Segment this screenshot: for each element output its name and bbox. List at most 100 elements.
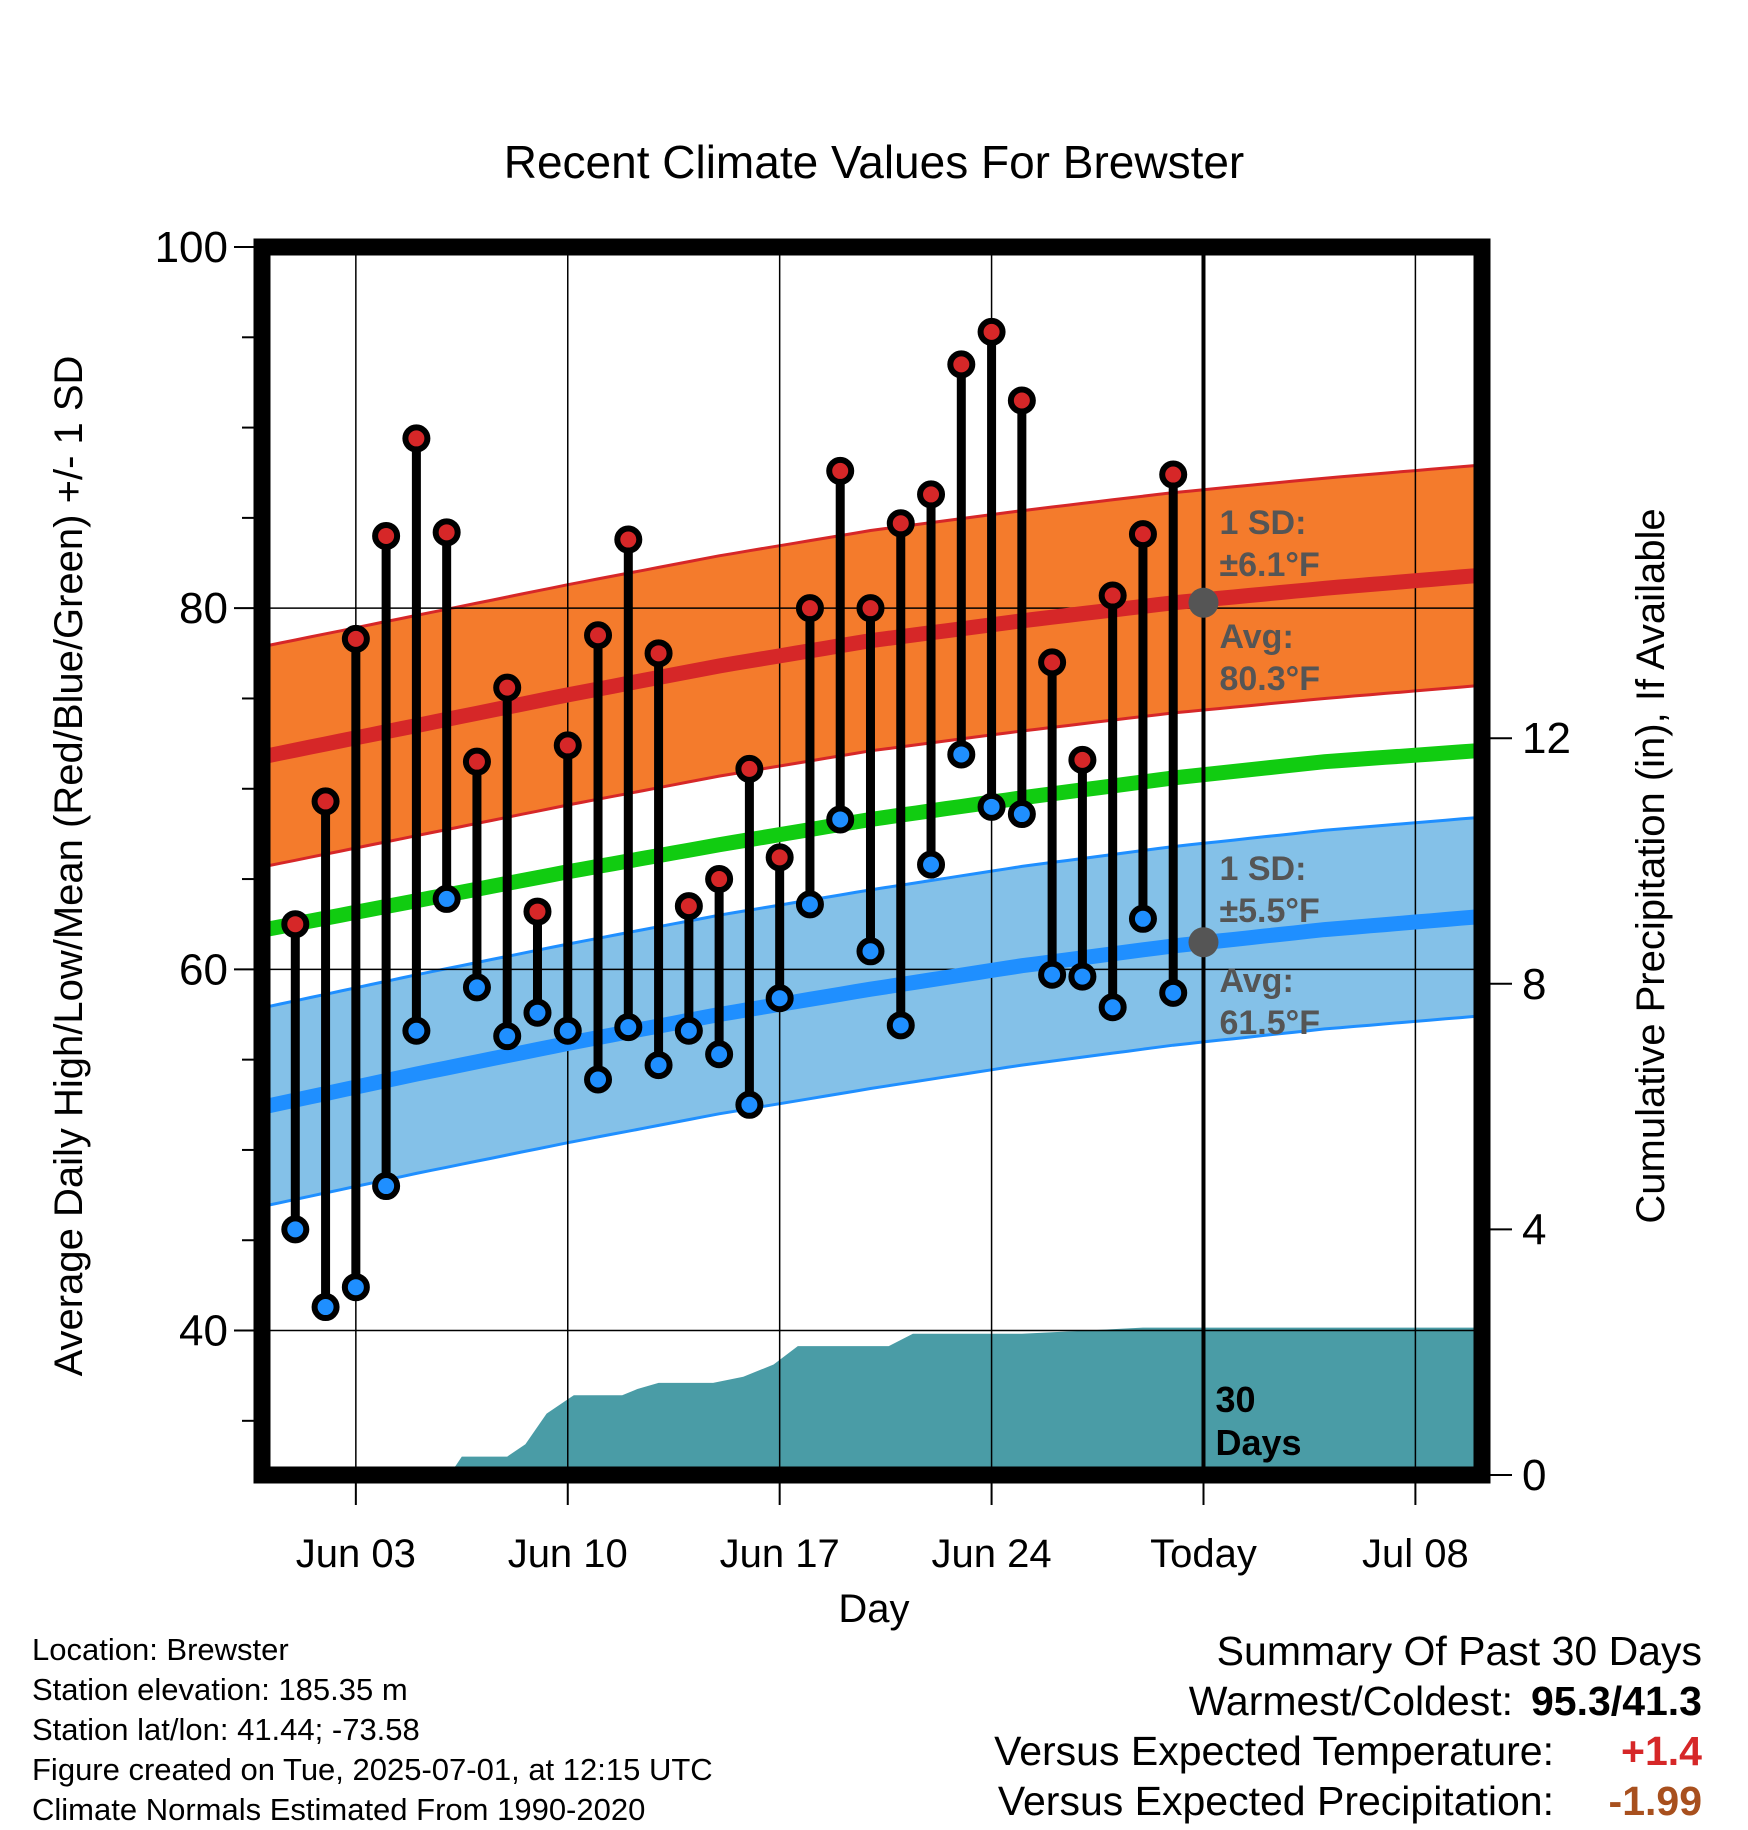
daily-low-point: [826, 805, 855, 834]
daily-high-point: [977, 317, 1006, 346]
summary-title: Summary Of Past 30 Days: [1216, 1628, 1702, 1674]
low-avg-label: Avg:: [1219, 962, 1293, 1000]
summary-warmest-row: Warmest/Coldest: 95.3/41.3: [994, 1676, 1702, 1726]
daily-low-point: [886, 1011, 915, 1040]
daily-high-point: [493, 673, 522, 702]
daily-high-point: [432, 518, 461, 547]
plot-frame: [253, 238, 1491, 1484]
daily-high-point: [795, 594, 824, 623]
low-sd-label: 1 SD:: [1219, 850, 1306, 888]
daily-high-point: [614, 525, 643, 554]
daily-low-point: [432, 884, 461, 913]
low-band-lower-edge: [264, 1014, 1477, 1208]
daily-low-point: [1098, 993, 1127, 1022]
plot-area: 1 SD: ±6.1°F Avg: 80.3°F 1 SD: ±5.5°F Avg: 61.5…: [155, 223, 1571, 1576]
daily-high-point: [584, 621, 613, 650]
days-label-number: 30: [1215, 1379, 1255, 1420]
daily-low-point: [614, 1013, 643, 1042]
y2-axis-label: Cumulative Precipitation (in), If Availa…: [1629, 508, 1673, 1223]
daily-low-point: [674, 1016, 703, 1045]
daily-high-point: [1068, 745, 1097, 774]
high-sd-value: ±6.1°F: [1219, 546, 1319, 584]
today-avg-high-dot: [1188, 587, 1219, 618]
daily-high-point: [1159, 460, 1188, 489]
y2-tick-label: 0: [1522, 1451, 1546, 1500]
daily-low-point: [281, 1215, 310, 1244]
y-tick-label: 80: [179, 584, 228, 633]
y-tick-label: 40: [179, 1307, 228, 1356]
x-tick-label: Jun 03: [296, 1532, 416, 1576]
daily-high-point: [705, 865, 734, 894]
daily-low-point: [977, 792, 1006, 821]
daily-high-point: [281, 910, 310, 939]
daily-high-point: [674, 892, 703, 921]
daily-low-point: [523, 998, 552, 1027]
daily-high-point: [644, 639, 673, 668]
daily-low-point: [856, 937, 885, 966]
y2-tick-label: 4: [1522, 1205, 1546, 1254]
precip-label: Versus Expected Precipitation:: [997, 1778, 1554, 1824]
daily-low-point: [947, 740, 976, 769]
daily-high-point: [1007, 386, 1036, 415]
chart-title: Recent Climate Values For Brewster: [504, 136, 1245, 188]
summary-panel: Summary Of Past 30 Days Warmest/Coldest:…: [994, 1626, 1702, 1826]
y2-tick-label: 8: [1522, 960, 1546, 1009]
avg-low-line: [263, 909, 1477, 1114]
daily-high-point: [372, 521, 401, 550]
x-tick-label: Jun 24: [932, 1532, 1052, 1576]
daily-low-point: [493, 1022, 522, 1051]
warmest-label: Warmest/Coldest:: [1188, 1678, 1513, 1724]
daily-high-point: [917, 480, 946, 509]
x-tick-label: Jul 08: [1362, 1532, 1469, 1576]
location-text: Location: Brewster: [32, 1632, 289, 1667]
daily-low-point: [1068, 962, 1097, 991]
daily-low-point: [917, 850, 946, 879]
x-axis-label: Day: [838, 1587, 909, 1631]
warmest-value: 95.3/41.3: [1531, 1678, 1702, 1724]
daily-high-point: [462, 747, 491, 776]
today-avg-low-dot: [1188, 927, 1219, 958]
high-sd-label: 1 SD:: [1219, 504, 1306, 542]
daily-high-point: [1128, 520, 1157, 549]
daily-low-point: [735, 1090, 764, 1119]
y2-tick-label: 12: [1522, 714, 1571, 763]
elevation-text: Station elevation: 185.35 m: [32, 1672, 408, 1707]
daily-high-point: [553, 731, 582, 760]
daily-high-point: [826, 456, 855, 485]
y-tick-label: 60: [179, 945, 228, 994]
created-text: Figure created on Tue, 2025-07-01, at 12…: [32, 1752, 713, 1787]
daily-low-point: [341, 1273, 370, 1302]
daily-low-point: [1038, 960, 1067, 989]
high-avg-label: Avg:: [1219, 618, 1293, 656]
temp-label: Versus Expected Temperature:: [994, 1728, 1554, 1774]
daily-high-point: [947, 350, 976, 379]
daily-high-point: [1038, 648, 1067, 677]
daily-low-point: [553, 1016, 582, 1045]
daily-high-point: [886, 509, 915, 538]
daily-low-point: [1007, 800, 1036, 829]
daily-low-point: [705, 1040, 734, 1069]
high-band-upper-edge: [264, 464, 1477, 648]
daily-high-point: [856, 594, 885, 623]
daily-low-point: [765, 984, 794, 1013]
daily-high-point: [311, 787, 340, 816]
daily-high-point: [523, 897, 552, 926]
x-tick-label: Jun 17: [720, 1532, 840, 1576]
high-avg-value: 80.3°F: [1219, 660, 1320, 698]
daily-low-point: [795, 890, 824, 919]
precip-value: -1.99: [1608, 1778, 1702, 1824]
x-tick-label: Jun 10: [508, 1532, 628, 1576]
days-label-text: Days: [1215, 1422, 1301, 1463]
precip-area: [265, 1327, 1482, 1475]
daily-low-point: [1159, 978, 1188, 1007]
daily-low-point: [462, 973, 491, 1002]
daily-low-point: [311, 1293, 340, 1322]
daily-high-point: [765, 843, 794, 872]
low-sd-value: ±5.5°F: [1219, 892, 1319, 930]
daily-high-point: [341, 624, 370, 653]
daily-low-point: [402, 1016, 431, 1045]
y-axis-label: Average Daily High/Low/Mean (Red/Blue/Gr…: [47, 356, 91, 1377]
station-info: Location: Brewster Station elevation: 18…: [32, 1630, 713, 1830]
daily-low-point: [372, 1172, 401, 1201]
